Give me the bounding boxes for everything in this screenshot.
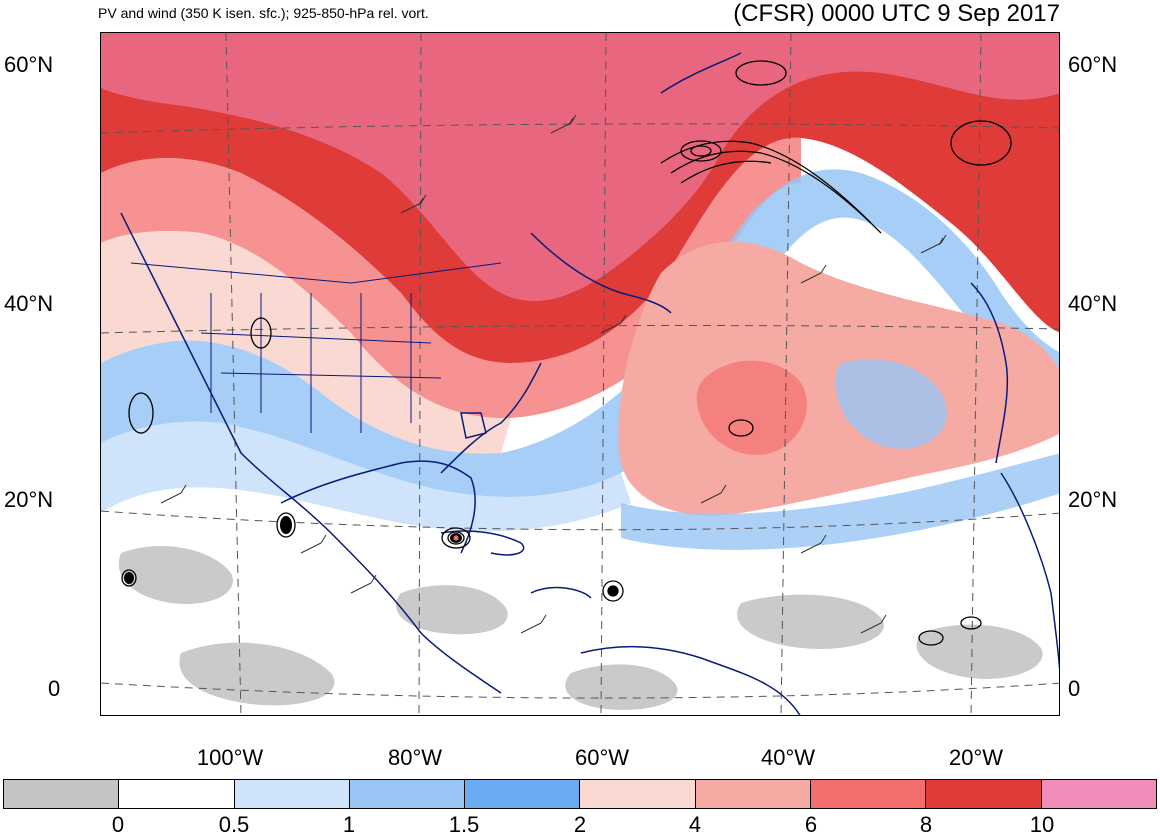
colorbar-tick-label: 8 — [919, 812, 933, 837]
colorbar-tick-label: 0 — [111, 812, 125, 837]
lon-label-80w: 80°W — [387, 745, 443, 770]
map-panel — [100, 32, 1060, 716]
lat-label-left-20n: 20°N — [4, 487, 54, 512]
wind-barbs — [160, 114, 947, 634]
colorbar-segment — [1041, 780, 1156, 808]
lat-label-right-40n: 40°N — [1068, 291, 1118, 316]
lon-label-100w: 100°W — [196, 745, 264, 770]
lat-label-right-0: 0 — [1068, 676, 1081, 701]
coastlines — [120, 52, 1059, 715]
state-borders — [130, 262, 502, 433]
colorbar-segment — [234, 780, 350, 808]
colorbar-tick-label: 10 — [1029, 812, 1055, 837]
lat-label-left-60n: 60°N — [4, 52, 54, 77]
pv-central-blue-patch — [835, 359, 947, 449]
pv-low-tropical-patches — [118, 545, 1043, 710]
vorticity-contours — [121, 60, 1012, 646]
colorbar-segment — [926, 780, 1042, 808]
pv-field-mid-north — [101, 137, 801, 419]
lon-label-60w: 60°W — [574, 745, 630, 770]
lat-label-left-40n: 40°N — [4, 291, 54, 316]
lat-label-left-0: 0 — [48, 676, 61, 701]
pv-atlantic-core — [696, 360, 807, 455]
colorbar-segment — [349, 780, 466, 808]
colorbar-segment — [4, 780, 120, 808]
lon-label-20w: 20°W — [948, 745, 1004, 770]
vorticity-centers — [124, 516, 618, 596]
chart-subtitle: PV and wind (350 K isen. sfc.); 925-850-… — [98, 5, 429, 21]
colorbar-segment — [695, 780, 812, 808]
pv-blue-band — [101, 169, 1059, 497]
colorbar-tick-label: 6 — [804, 812, 818, 837]
chart-title: (CFSR) 0000 UTC 9 Sep 2017 — [733, 0, 1060, 27]
pv-field-pink-north — [101, 33, 1059, 301]
lon-label-40w: 40°W — [760, 745, 816, 770]
hurricane-eye-marker — [453, 535, 459, 541]
colorbar — [3, 779, 1157, 809]
colorbar-tick-label: 1.5 — [448, 812, 480, 837]
lat-label-right-20n: 20°N — [1068, 487, 1118, 512]
colorbar-tick-label: 0.5 — [218, 812, 250, 837]
graticule — [101, 33, 1059, 715]
colorbar-tick-label: 1 — [342, 812, 356, 837]
colorbar-tick-label: 4 — [688, 812, 702, 837]
colorbar-segment — [465, 780, 581, 808]
pv-atlantic-blue-edge — [621, 453, 1059, 550]
colorbar-segment — [811, 780, 927, 808]
colorbar-tick-label: 2 — [573, 812, 587, 837]
pv-field-light-west — [101, 231, 511, 454]
map-canvas — [101, 33, 1059, 715]
pv-blue-light-band — [101, 421, 631, 532]
colorbar-segment — [580, 780, 696, 808]
colorbar-segment — [119, 780, 235, 808]
lat-label-right-60n: 60°N — [1068, 52, 1118, 77]
